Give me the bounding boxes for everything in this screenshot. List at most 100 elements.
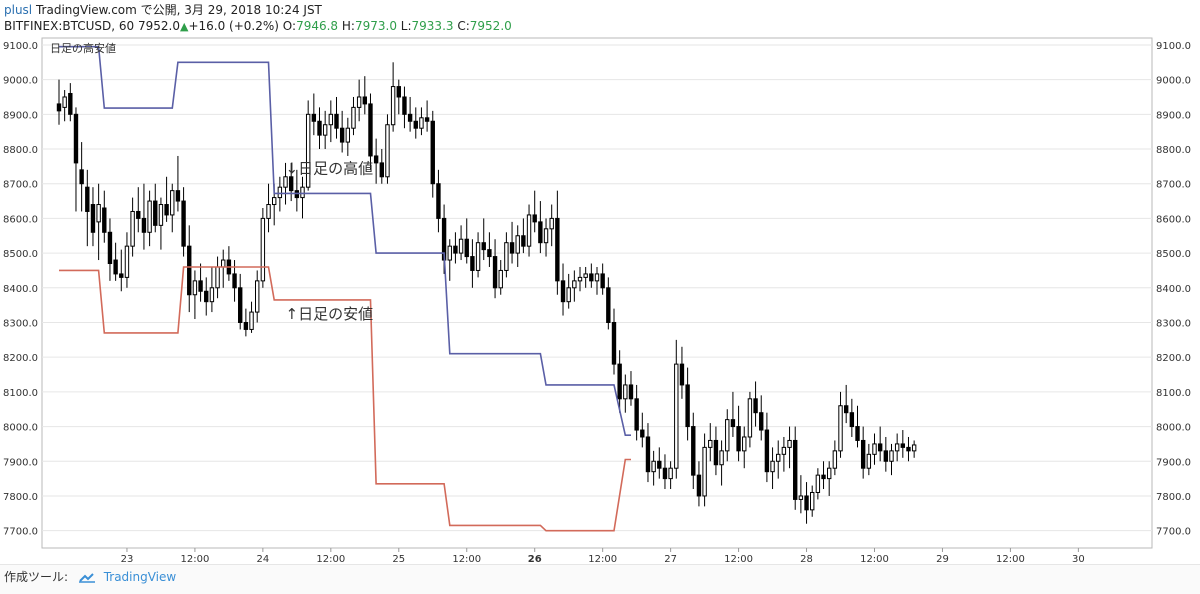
candle-body [787, 439, 792, 448]
x-tick-label: 25 [392, 554, 405, 565]
price-change: +16.0 (+0.2%) [188, 19, 279, 33]
tradingview-cloud-icon[interactable] [78, 572, 96, 583]
x-tick-label: 12:00 [724, 554, 753, 565]
candle-body [589, 273, 594, 282]
y-tick-label-right: 7700.0 [1156, 527, 1191, 538]
candle-body [855, 426, 860, 441]
candle-body [668, 467, 673, 480]
y-tick-label-left: 7700.0 [3, 527, 38, 538]
candle-body [843, 405, 849, 414]
x-tick-label: 12:00 [860, 554, 889, 565]
y-tick-label-left: 8100.0 [3, 388, 38, 399]
candle-body [764, 429, 770, 473]
candle-body [288, 176, 294, 192]
last-price: 7952.0 [137, 19, 180, 33]
x-tick-label: 12:00 [588, 554, 617, 565]
x-tick-label: 12:00 [316, 554, 345, 565]
candle-body [345, 127, 351, 143]
annotations: 日足の高安値 ↓日足の高値 ↑日足の安値 [50, 41, 373, 323]
footer-band [0, 564, 1200, 594]
open-label: O: [282, 19, 297, 33]
candle-body [894, 443, 900, 452]
candle-body [187, 245, 192, 296]
candle-body [770, 460, 775, 473]
candle-body [322, 124, 328, 136]
low-value: 7933.3 [411, 19, 454, 33]
candle-body [351, 106, 356, 129]
low-label: L: [400, 19, 412, 33]
publisher-user[interactable]: plusl [4, 3, 33, 17]
candle-body [136, 210, 141, 219]
candle-body [504, 242, 509, 271]
y-tick-label-right: 7800.0 [1156, 492, 1191, 503]
candle-body [900, 443, 906, 448]
x-tick-label: 26 [528, 554, 542, 565]
candle-body [487, 249, 492, 258]
candle-body [583, 273, 588, 278]
made-with-label: 作成ツール: [4, 570, 69, 584]
candle-body [657, 460, 662, 469]
candle-body [419, 117, 424, 129]
legend-title: 日足の高安値 [50, 41, 116, 55]
candle-body [685, 384, 690, 428]
candle-body [702, 446, 707, 497]
candle-body [181, 200, 186, 247]
candle-body [521, 235, 526, 247]
candle-body [742, 436, 747, 452]
y-tick-label-right: 8900.0 [1156, 110, 1191, 121]
candle-body [492, 256, 498, 289]
tradingview-brand[interactable]: TradingView [103, 570, 177, 584]
candle-body [849, 412, 855, 428]
close-label: C: [457, 19, 470, 33]
candle-body [889, 450, 894, 462]
candle-body [413, 120, 418, 129]
open-value: 7946.8 [296, 19, 339, 33]
y-tick-label-left: 8900.0 [3, 110, 38, 121]
candle-body [577, 276, 583, 282]
y-tick-label-left: 9100.0 [3, 41, 38, 52]
candle-body [883, 450, 889, 462]
candle-body [674, 363, 679, 469]
candle-body [79, 169, 84, 185]
candle-body [153, 200, 158, 226]
candle-body [821, 474, 826, 480]
y-tick-label-left: 8000.0 [3, 423, 38, 434]
axes: 7700.0 7700.0 7800.0 7800.0 7900.0 7900.0 8000… [3, 41, 1191, 565]
candle-body [334, 113, 339, 129]
candle-body [192, 280, 198, 296]
candle-body [651, 460, 656, 473]
candle-body [300, 186, 305, 199]
candle-body [877, 443, 883, 452]
candle-body [102, 207, 107, 233]
candle-body [526, 214, 532, 247]
candle-body [198, 280, 203, 292]
candle-body [85, 186, 90, 212]
y-tick-label-left: 8600.0 [3, 214, 38, 225]
x-tick-label: 12:00 [452, 554, 481, 565]
footer: 作成ツール: TradingView [4, 568, 176, 585]
candle-body [390, 86, 396, 126]
candle-body [402, 96, 407, 115]
candle-body [215, 266, 220, 289]
candle-body [271, 197, 277, 206]
candle-body [832, 450, 838, 469]
candle-body [815, 474, 821, 493]
publisher-site[interactable]: TradingView.com [35, 3, 137, 17]
candle-body [623, 384, 628, 400]
x-tick-label: 30 [1072, 554, 1085, 565]
candle-body [328, 113, 334, 126]
candle-body [164, 204, 169, 216]
candle-body [691, 426, 696, 476]
candle-body [221, 259, 226, 268]
candle-body [170, 190, 175, 216]
candle-body [260, 217, 266, 282]
candle-body [73, 113, 79, 164]
daily-high-line [59, 45, 631, 437]
candle-body [810, 491, 815, 511]
annotation-label: ↓日足の高値 [286, 159, 374, 177]
candle-body [470, 256, 475, 271]
symbol-interval: BITFINEX:BTCUSD, 60 [4, 19, 135, 33]
candle-body [243, 321, 249, 330]
x-tick-label: 27 [664, 554, 677, 565]
